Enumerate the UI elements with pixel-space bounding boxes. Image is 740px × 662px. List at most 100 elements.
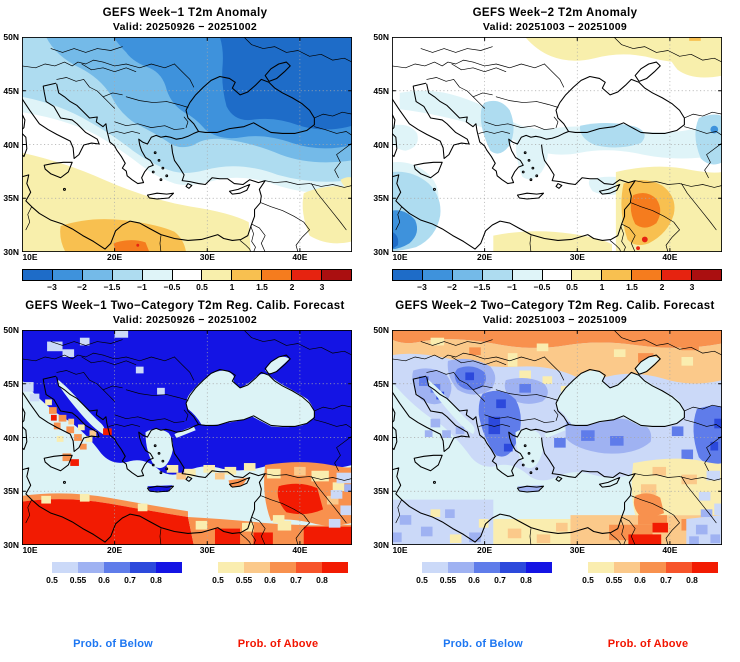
colorbar-tick-label: 2 [659,282,665,292]
lat-tick-label: 50N [3,32,19,42]
colorbar-segment [448,562,474,573]
colorbar-segment [422,270,453,280]
bottom-row: GEFS Week−1 Two−Category T2m Reg. Calib.… [0,293,740,586]
valid-range: Valid: 20250926 − 20251002 [112,21,258,33]
mideast-blue-pixels [328,472,352,528]
lat-tick-label: 50N [3,325,19,335]
colorbar-tick-label: 0.7 [494,575,506,585]
lon-tick-label: 10E [392,252,408,262]
lon-tick-label: 20E [107,252,123,262]
legend-prob-below: Prob. of Below [443,638,523,650]
colorbar-tick-label: −1 [137,282,147,292]
page-title: GEFS Week−1 T2m Anomaly [102,7,268,19]
colorbar-tick-label: −2 [77,282,87,292]
colorbar-segment [588,562,614,573]
longitude-axis: 10E 20E 30E 40E [22,545,352,556]
lon-tick-label: 30E [199,545,215,555]
legend-prob-above: Prob. of Above [237,638,319,650]
lon-tick-label: 40E [292,545,308,555]
lat-tick-label: 35N [373,486,389,497]
lon-tick-label: 10E [22,252,38,262]
lat-tick-label: 45N [373,85,389,96]
lon-tick-label: 10E [392,545,408,555]
colorbar-segment [52,270,83,280]
band-orange-pixels [469,331,699,363]
page-title: GEFS Week−2 Two−Category T2m Reg. Calib.… [395,300,715,312]
colorbar-segment [112,270,143,280]
legend-prob-below: Prob. of Below [73,638,153,650]
longitude-axis: 10E 20E 30E 40E [392,545,722,556]
band-pale-pixels [430,337,694,366]
lat-tick-label: 50N [373,32,389,42]
lon-tick-label: 20E [477,545,493,555]
colorbar-segment [614,562,640,573]
latitude-axis: 50N 45N 40N 35N 30N [370,325,390,550]
colorbar-segment [232,270,263,280]
lat-tick-label: 45N [373,378,389,389]
colorbar-segment [482,270,513,280]
colorbar-tick-label: 0.6 [468,575,480,585]
valid-range: Valid: 20251003 − 20251009 [482,314,628,326]
colorbar-segment [422,562,448,573]
colorbar-tick-label: 0.5 [212,575,224,585]
lat-tick-label: 30N [373,247,389,257]
colorbar-segment [393,270,423,280]
legend: Prob. of Below Prob. of Above Prob. of B… [0,638,740,658]
lat-tick-label: 30N [373,540,389,550]
map-week2-anomaly: 50N 45N 40N 35N 30N [373,32,722,257]
map-week1-anomaly: 50N 45N 40N 35N 30N [3,32,352,257]
lat-tick-label: 40N [373,139,389,150]
colorbar-segment [512,270,543,280]
mideast-orange-pixels2 [640,466,697,495]
colorbar-tick-label: 1.5 [256,282,268,292]
colorbar-tick-label: 0.55 [439,575,457,585]
lon-tick-label: 30E [199,252,215,262]
top-row: GEFS Week−1 T2m Anomaly Valid: 20250926 … [0,0,740,293]
colorbar-tick-label: −1.5 [473,282,491,292]
colorbar-tick-label: 0.5 [46,575,58,585]
colorbar-segment [130,562,156,573]
colorbar-segment [452,270,483,280]
mideast-blue-pixels2 [698,470,722,516]
south-italy-pixels [424,418,465,438]
panel-week1-twocategory: GEFS Week−1 Two−Category T2m Reg. Calib.… [0,293,370,586]
africa-red-pixels [214,526,352,545]
colorbar-segment [172,270,203,280]
colorbar-segment [640,562,666,573]
colorbar-tick-label: −1.5 [103,282,121,292]
lon-tick-label: 20E [477,252,493,262]
colorbar-segment [262,270,293,280]
colorbar-tick-label: −1 [507,282,517,292]
italy-pale-pixels [45,399,93,442]
lat-tick-label: 45N [3,378,19,389]
colorbar-segment [632,270,663,280]
probability-colorbars: 0.5 0.55 0.6 0.7 0.8 0.5 0.55 0.6 0.7 0.8 [46,562,370,586]
colorbar-tick-label: 0.5 [582,575,594,585]
colorbar-segment [526,562,552,573]
map-week1-twocategory: 50N 45N 40N 35N 30N [3,325,352,550]
lat-tick-label: 40N [3,432,19,443]
longitude-axis: 10E 20E 30E 40E [22,252,352,263]
colorbar-segment [244,562,270,573]
colorbar-segment [662,270,693,280]
africa-blue-pixels [392,509,481,543]
lat-tick-label: 40N [373,432,389,443]
levant-red-pixels [628,522,668,545]
lat-tick-label: 40N [3,139,19,150]
lon-tick-label: 40E [662,545,678,555]
colorbar-segment [500,562,526,573]
legend-prob-above: Prob. of Above [607,638,689,650]
lon-tick-label: 40E [662,252,678,262]
colorbar-segment [572,270,603,280]
lon-tick-label: 40E [292,252,308,262]
colorbar-tick-label: 0.7 [660,575,672,585]
colorbar-tick-label: −0.5 [163,282,181,292]
colorbar-tick-label: 0.6 [98,575,110,585]
map-week2-twocategory: 50N 45N 40N 35N 30N [373,325,722,550]
africa-pale-pixels2 [430,509,489,544]
lon-tick-label: 30E [569,252,585,262]
colorbar-tick-label: 0.8 [686,575,698,585]
colorbar-segment [78,562,104,573]
colorbar-tick-label: 0.8 [150,575,162,585]
twocategory-map-week1 [22,330,352,545]
